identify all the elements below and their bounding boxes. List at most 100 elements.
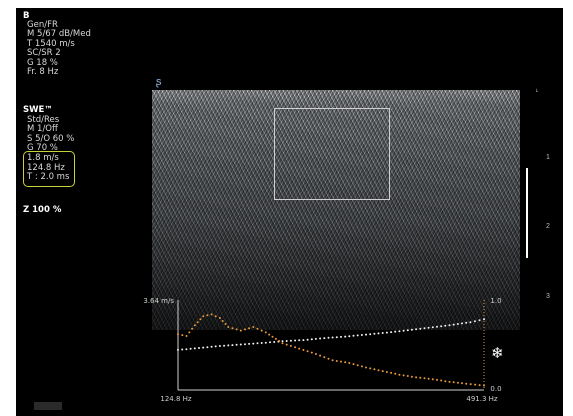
series-0-point	[298, 339, 301, 342]
b-mode-param-4: SC/SR 2	[27, 48, 61, 59]
series-0-point	[335, 336, 338, 339]
series-1-point	[271, 335, 274, 338]
series-0-point	[348, 335, 351, 338]
series-1-point	[248, 327, 251, 330]
series-1-point	[244, 328, 246, 331]
series-0-point	[360, 334, 363, 336]
swe-mode-title: SWE™	[23, 105, 53, 115]
swe-param-3: S 5/O 60 %	[27, 133, 75, 144]
series-0-point	[231, 344, 234, 347]
series-0-point	[310, 338, 313, 341]
series-1-point	[221, 320, 224, 322]
series-1-point	[469, 383, 472, 386]
series-0-point	[302, 339, 305, 342]
b-mode-param-6: Fr. 8 Hz	[27, 67, 59, 77]
series-0-point	[189, 347, 192, 350]
series-1-point	[369, 367, 372, 370]
snowflake-icon[interactable]: ❄	[491, 345, 504, 362]
b-mode-param-2: M 5/67 dB/Med	[27, 29, 91, 40]
series-0-point	[264, 341, 267, 344]
series-1-point	[319, 354, 322, 357]
zoom-level: Z 100 %	[23, 205, 62, 215]
series-0-point	[223, 344, 226, 347]
series-0-point	[402, 329, 405, 332]
swe-param-4: G 70 %	[27, 143, 58, 153]
swe-roi-box[interactable]	[274, 108, 390, 200]
series-0-point	[181, 348, 184, 351]
series-1-point	[483, 384, 485, 387]
series-1-point	[440, 379, 443, 382]
orientation-marker-icon: ʂ	[156, 76, 162, 88]
series-1-point	[314, 353, 317, 355]
series-1-point	[227, 326, 230, 328]
series-0-point	[252, 342, 255, 345]
series-0-point	[323, 337, 326, 340]
series-0-point	[465, 321, 468, 324]
series-1-point	[402, 374, 405, 377]
series-0-point	[373, 332, 376, 335]
series-0-point	[235, 343, 238, 346]
series-0-point	[356, 334, 359, 337]
series-0-point	[415, 328, 418, 331]
series-1-point	[365, 366, 367, 369]
series-1-point	[431, 378, 434, 381]
series-0-point	[398, 330, 401, 333]
b-mode-param-1: Gen/FR	[27, 20, 58, 30]
series-1-point	[298, 347, 301, 350]
series-1-point	[252, 326, 255, 328]
series-1-point	[406, 375, 409, 377]
series-1-point	[335, 360, 338, 362]
depth-tick-2: 2	[546, 223, 550, 230]
series-0-point	[427, 326, 430, 329]
measurement-readout-box	[23, 151, 75, 187]
series-1-point	[199, 318, 202, 321]
series-0-point	[202, 346, 205, 349]
series-0-point	[419, 327, 422, 330]
series-0-point	[314, 337, 317, 340]
series-0-point	[331, 336, 334, 339]
series-1-point	[177, 333, 179, 336]
series-0-point	[198, 347, 200, 349]
series-0-point	[469, 321, 472, 324]
series-0-point	[478, 319, 481, 322]
series-1-point	[218, 317, 221, 319]
series-1-point	[202, 315, 205, 318]
readout-velocity: 1.8 m/s	[27, 153, 59, 163]
series-1-point	[260, 329, 263, 332]
series-1-point	[410, 375, 413, 378]
series-1-point	[356, 364, 359, 367]
series-1-point	[448, 380, 451, 383]
ultrasound-screen: B Gen/FR M 5/67 dB/Med T 1540 m/s SC/SR …	[16, 8, 563, 416]
series-0-point	[406, 329, 409, 332]
series-1-point	[235, 328, 238, 331]
series-0-point	[281, 340, 284, 343]
b-mode-param-5: G 18 %	[27, 57, 58, 68]
series-0-point	[436, 325, 438, 328]
y-right-bottom-label: 0.0	[490, 385, 501, 393]
series-0-point	[260, 342, 263, 344]
series-0-point	[327, 336, 330, 339]
readout-period: T : 2.0 ms	[27, 172, 70, 182]
series-0-point	[177, 348, 179, 351]
series-0-point	[381, 332, 384, 334]
x-end-label: 491.3 Hz	[466, 395, 498, 403]
swe-param-1: Std/Res	[27, 114, 60, 125]
series-0-point	[294, 339, 297, 342]
series-1-point	[239, 329, 242, 332]
series-0-point	[452, 323, 455, 326]
b-mode-param-3: T 1540 m/s	[27, 38, 75, 49]
series-1-point	[377, 369, 380, 372]
series-1-point	[191, 327, 194, 330]
y-left-label: 3.64 m/s	[143, 297, 174, 305]
series-1-point	[394, 372, 397, 375]
series-1-point	[385, 371, 388, 373]
depth-scale-bar	[526, 168, 528, 258]
y-right-top-label: 1.0	[490, 297, 501, 305]
series-0-point	[256, 342, 259, 345]
series-1-point	[344, 361, 347, 364]
series-1-point	[210, 313, 213, 316]
depth-tick-3: 3	[546, 293, 550, 300]
series-0-point	[206, 346, 209, 349]
series-1-point	[214, 315, 217, 318]
series-1-point	[423, 377, 426, 380]
